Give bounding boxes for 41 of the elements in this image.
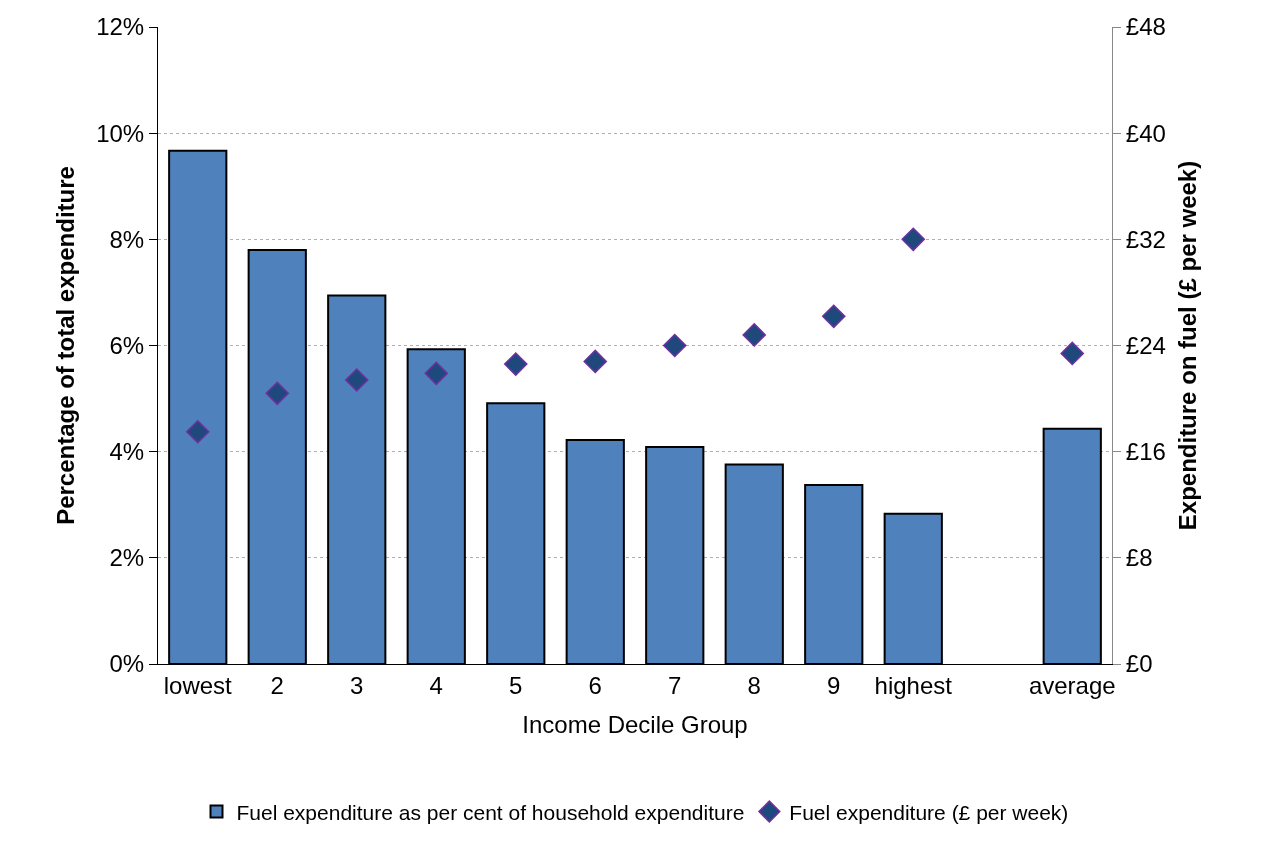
- y-tick-label: 4%: [109, 438, 145, 466]
- y-tick-label: 0%: [109, 650, 145, 678]
- y2-tick-label: £48: [1125, 13, 1166, 41]
- point: [662, 333, 687, 358]
- x-tick-label: 5: [509, 671, 523, 699]
- point: [344, 368, 369, 392]
- x-tick-label: lowest: [163, 671, 233, 699]
- y-tick-label: 12%: [96, 13, 145, 41]
- x-tick-label: 2: [270, 671, 284, 699]
- x-tick-label: 9: [827, 671, 841, 699]
- y-tick-label: 10%: [96, 119, 145, 147]
- legend-label: Fuel expenditure as per cent of household expenditure: [236, 800, 745, 824]
- y2-tick-label: £8: [1125, 544, 1153, 572]
- x-tick-label: 7: [668, 671, 682, 699]
- y-tick-label: 6%: [109, 331, 145, 359]
- point: [583, 349, 608, 374]
- x-tick-label: 4: [429, 671, 443, 699]
- y-axis-title: Percentage of total expenditure: [52, 166, 80, 525]
- point: [503, 352, 528, 376]
- point: [901, 227, 926, 252]
- point: [1060, 341, 1085, 366]
- y2-tick-label: £0: [1125, 650, 1153, 678]
- y2-tick-label: £16: [1125, 438, 1166, 466]
- legend-label: Fuel expenditure (£ per week): [789, 800, 1069, 824]
- x-tick-label: 8: [747, 671, 761, 699]
- x-tick-label: 3: [350, 671, 364, 699]
- y2-tick-label: £40: [1125, 119, 1166, 147]
- point: [424, 361, 449, 386]
- y2-tick-label: £24: [1125, 331, 1166, 359]
- y2-tick-label: £32: [1125, 225, 1166, 253]
- x-axis-title: Income Decile Group: [522, 711, 748, 739]
- y-tick-label: 2%: [109, 544, 145, 572]
- x-tick-label: average: [1028, 671, 1116, 699]
- y2-axis-title: Expenditure on fuel (£ per week): [1174, 160, 1202, 531]
- x-tick-label: 6: [588, 671, 602, 699]
- point: [742, 323, 767, 347]
- point: [185, 419, 210, 444]
- y-tick-label: 8%: [109, 225, 145, 253]
- point: [265, 381, 290, 406]
- x-tick-label: highest: [874, 671, 953, 699]
- point: [821, 304, 846, 329]
